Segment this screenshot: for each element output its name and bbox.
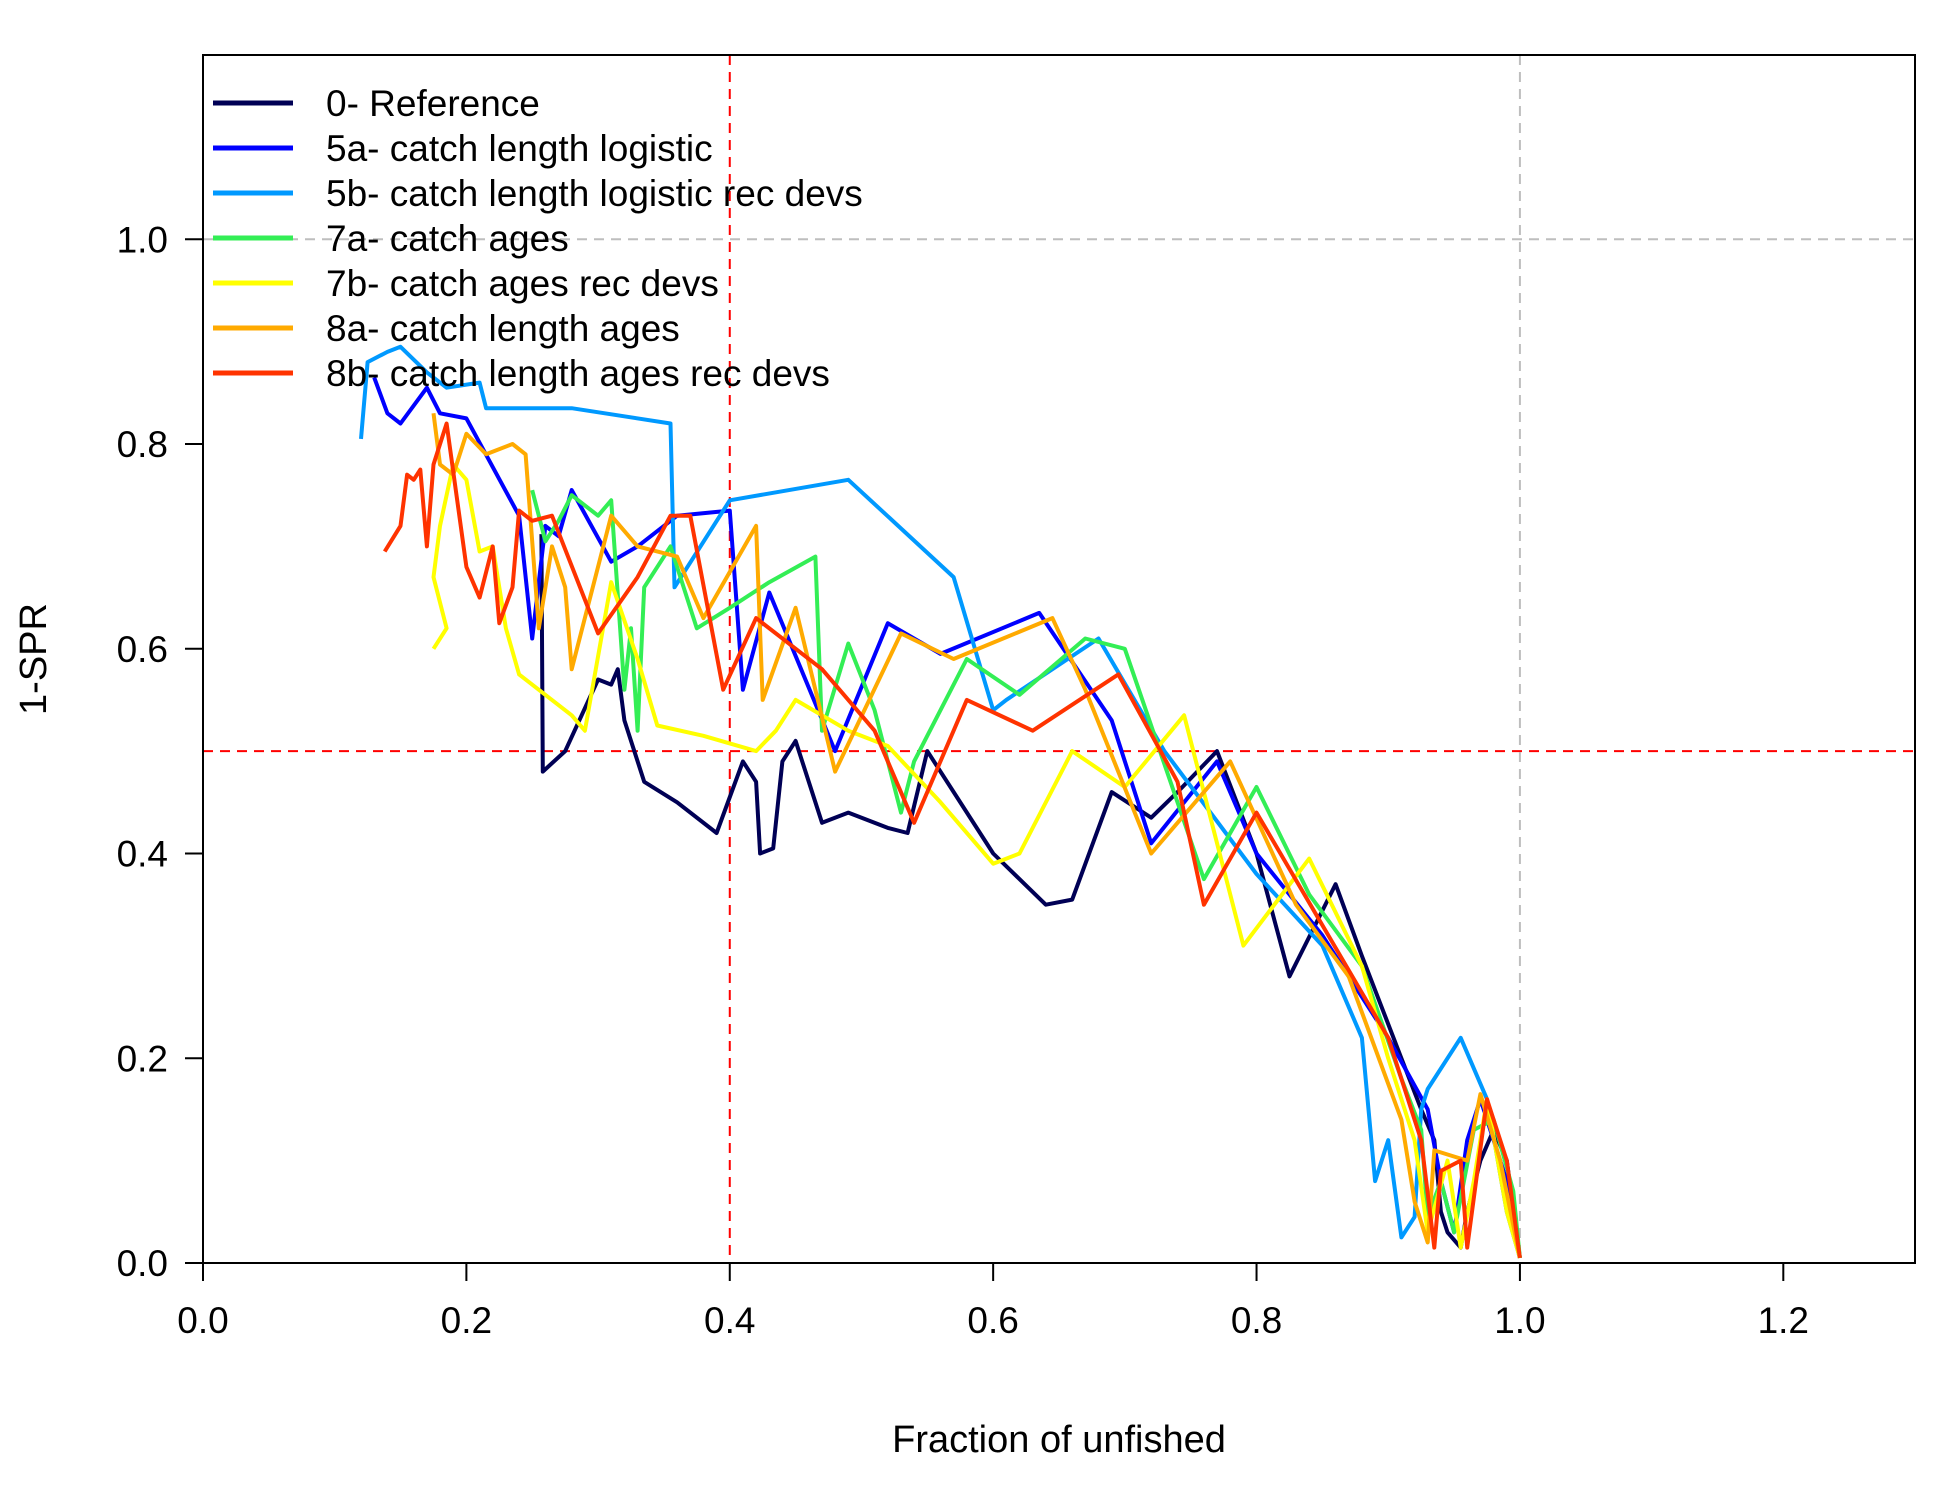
legend-label-5: 8a- catch length ages [326, 308, 680, 349]
x-axis-title: Fraction of unfished [892, 1419, 1226, 1461]
series-lines [359, 344, 1522, 1259]
x-axis: 0.0 0.2 0.4 0.6 0.8 1.0 1.2 [177, 1262, 1809, 1341]
y-axis: 0.0 0.2 0.4 0.6 0.8 1.0 [117, 219, 204, 1284]
x-tick-label: 1.2 [1758, 1300, 1809, 1341]
x-tick-label: 0.6 [967, 1300, 1018, 1341]
y-tick-label: 1.0 [117, 219, 168, 260]
x-tick-label: 0.0 [177, 1300, 228, 1341]
y-tick-label: 0.4 [117, 834, 168, 875]
legend-label-2: 5b- catch length logistic rec devs [326, 173, 863, 214]
series-line-4 [431, 462, 1522, 1259]
x-tick-label: 0.8 [1231, 1300, 1282, 1341]
legend-label-4: 7b- catch ages rec devs [326, 263, 719, 304]
x-tick-label: 1.0 [1494, 1300, 1545, 1341]
legend-label-3: 7a- catch ages [326, 218, 569, 259]
series-line-5 [431, 413, 1522, 1259]
y-tick-label: 0.2 [117, 1038, 168, 1079]
legend-label-6: 8b- catch length ages rec devs [326, 353, 830, 394]
y-axis-title: 1-SPR [13, 603, 55, 715]
reference-lines [203, 55, 1915, 1263]
series-line-1 [372, 376, 1522, 1259]
y-tick-label: 0.8 [117, 424, 168, 465]
y-tick-label: 0.6 [117, 629, 168, 670]
x-tick-label: 0.4 [704, 1300, 755, 1341]
series-line-6 [382, 421, 1522, 1259]
legend-label-0: 0- Reference [326, 83, 540, 124]
series-line-0 [539, 534, 1522, 1259]
y-tick-label: 0.0 [117, 1243, 168, 1284]
legend-label-1: 5a- catch length logistic [326, 128, 713, 169]
x-tick-label: 0.2 [441, 1300, 492, 1341]
